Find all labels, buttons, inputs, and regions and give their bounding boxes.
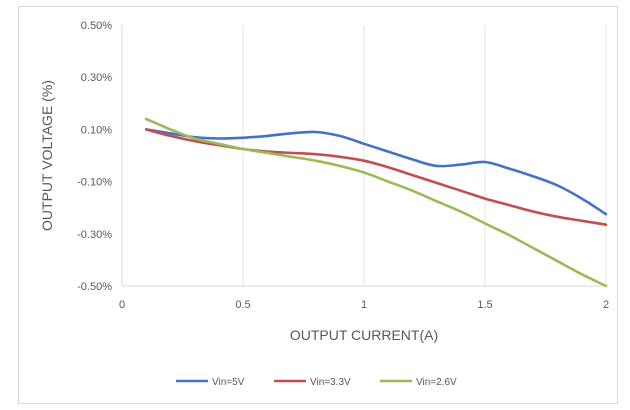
x-tick-label: 1.5 [477,299,492,311]
legend-label-0: Vin=5V [212,377,245,388]
series-line-0 [144,128,608,216]
y-tick-label: 0.50% [81,20,112,32]
legend-label-2: Vin=2.6V [416,377,457,388]
y-tick-label: 0.30% [81,72,112,84]
x-tick-label: 2 [603,299,609,311]
y-tick-label: -0.50% [77,281,112,293]
x-axis-title: OUTPUT CURRENT(A) [290,327,438,343]
chart-frame [18,6,618,404]
y-tick-label: -0.10% [77,177,112,189]
series-line-2 [144,117,608,288]
y-axis-title: OUTPUT VOLTAGE (%) [39,80,55,231]
legend-label-1: Vin=3.3V [310,377,351,388]
y-tick-label: -0.30% [77,229,112,241]
x-tick-label: 0 [119,299,125,311]
y-tick-label: 0.10% [81,124,112,136]
x-tick-label: 1 [361,299,367,311]
x-tick-label: 0.5 [235,299,250,311]
